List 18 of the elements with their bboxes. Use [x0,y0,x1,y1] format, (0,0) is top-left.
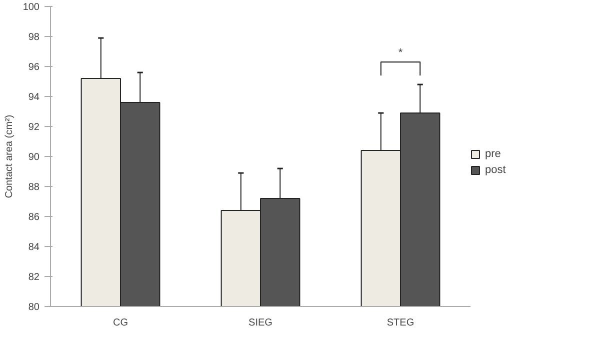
x-tick-label: SIEG [248,318,273,328]
legend-label: post [485,164,506,176]
annotation: * [398,47,404,59]
x-tick-label: CG [113,318,128,328]
y-tick-label: 80 [28,302,40,313]
y-tick-label: 92 [28,122,40,133]
y-tick-label: 88 [28,182,40,193]
y-tick-label: 86 [28,212,40,223]
x-tick-label: STEG [386,318,414,328]
y-tick-label: 96 [28,62,40,73]
y-tick-label: 82 [28,272,40,283]
y-tick-label: 94 [28,92,40,103]
y-tick-label: 98 [28,32,40,43]
y-axis-title: Contact area (cm²) [4,114,15,198]
y-tick-label: 84 [28,242,40,253]
legend-label: pre [485,148,502,160]
y-tick-label: 90 [28,152,40,163]
y-tick-label: 100 [22,2,40,13]
